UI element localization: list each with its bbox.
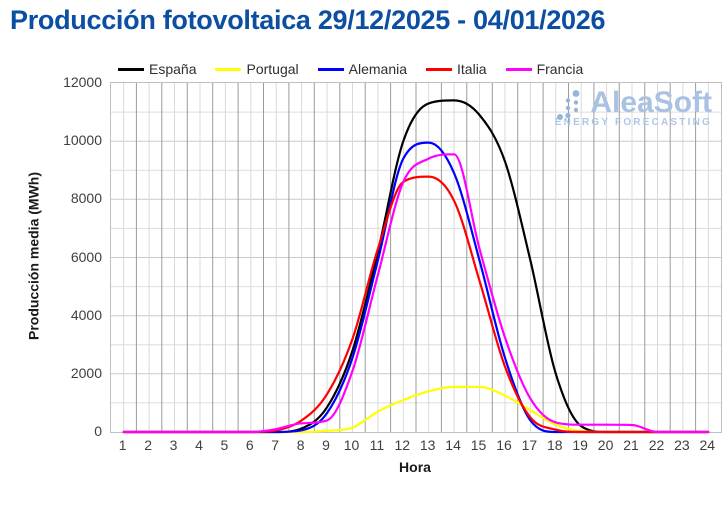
x-tick-label: 17 (521, 437, 538, 453)
x-tick-label: 22 (648, 437, 665, 453)
y-tick-label: 4000 (70, 306, 102, 323)
x-tick-label: 10 (343, 437, 360, 453)
legend-label: Alemania (348, 61, 408, 77)
x-tick-label: 11 (369, 437, 385, 453)
legend-item: Italia (426, 61, 487, 77)
aleasoft-watermark: AleaSoft ENERGY FORECASTING (554, 86, 712, 129)
legend-item: Francia (505, 61, 584, 77)
legend-item: España (118, 61, 196, 77)
legend-item: Portugal (215, 61, 299, 77)
legend-label: España (149, 61, 197, 77)
legend-label: Portugal (246, 61, 299, 77)
legend-line-swatch (505, 67, 532, 71)
x-tick-label: 23 (674, 437, 690, 453)
legend-line-swatch (118, 67, 144, 71)
line-chart (111, 83, 721, 434)
legend-label: Francia (536, 61, 584, 77)
x-tick-label: 9 (322, 437, 330, 453)
y-tick-label: 6000 (70, 248, 102, 265)
x-tick-label: 2 (144, 437, 152, 453)
legend-item: Alemania (317, 61, 408, 77)
x-tick-label: 14 (445, 437, 461, 453)
legend-label: Italia (457, 61, 487, 77)
aleasoft-dots-icon (556, 90, 580, 120)
y-tick-label: 2000 (70, 364, 102, 381)
x-tick-label: 5 (220, 437, 229, 453)
y-tick-label: 10000 (63, 132, 102, 149)
x-tick-label: 18 (547, 437, 563, 453)
aleasoft-tagline-text: ENERGY FORECASTING (554, 117, 712, 128)
series-line (122, 153, 710, 434)
x-tick-label: 7 (271, 437, 280, 453)
y-tick-label: 12000 (63, 74, 102, 90)
x-tick-label: 13 (419, 437, 436, 453)
x-tick-label: 12 (394, 437, 411, 453)
x-tick-label: 8 (296, 437, 305, 453)
x-tick-label: 24 (699, 437, 716, 453)
x-tick-label: 3 (169, 437, 178, 453)
x-tick-label: 20 (597, 437, 614, 453)
x-tick-label: 1 (118, 437, 127, 453)
x-tick-label: 16 (496, 437, 512, 453)
y-tick-label: 0 (94, 423, 102, 439)
x-tick-label: 4 (195, 437, 203, 453)
chart-legend: España Portugal Alemania Italia Francia (118, 61, 583, 77)
legend-line-swatch (215, 67, 242, 71)
y-tick-label: 8000 (70, 190, 102, 207)
x-tick-label: 6 (245, 437, 254, 453)
plot-area: AleaSoft ENERGY FORECASTING (110, 82, 722, 434)
x-tick-label: 21 (623, 437, 639, 453)
aleasoft-brand-text: AleaSoft (590, 86, 712, 119)
legend-line-swatch (317, 67, 344, 71)
x-tick-label: 15 (470, 437, 487, 453)
x-axis-title: Hora (399, 459, 431, 475)
chart-title: Producción fotovoltaica 29/12/2025 - 04/… (10, 5, 606, 35)
x-tick-label: 19 (572, 437, 588, 453)
legend-line-swatch (426, 67, 453, 71)
